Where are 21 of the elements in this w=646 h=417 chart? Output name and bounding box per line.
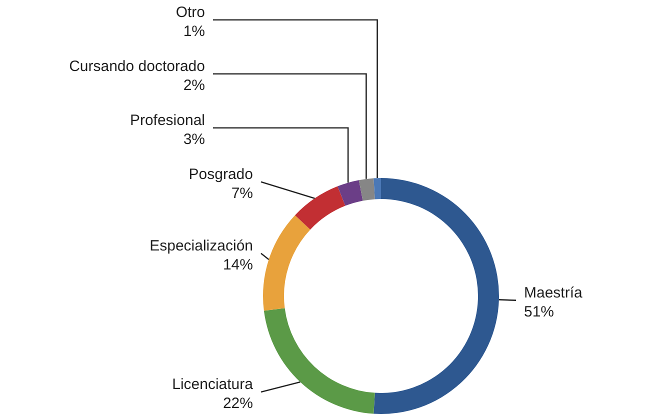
slice-label: Cursando doctorado <box>69 58 205 75</box>
donut-slice <box>263 215 310 311</box>
slice-label: Especialización <box>150 237 253 254</box>
donut-slice <box>338 180 363 206</box>
data-label: 7% <box>231 184 253 202</box>
slice-label: Licenciatura <box>172 376 254 393</box>
data-label: 1% <box>183 22 205 40</box>
data-label: 14% <box>222 256 253 274</box>
donut-slice <box>374 178 499 414</box>
data-label: 3% <box>183 130 205 148</box>
donut-slice <box>294 186 346 230</box>
slice-label: Posgrado <box>188 166 253 183</box>
donut-slice <box>358 178 375 201</box>
slice-label: Maestría <box>524 284 584 302</box>
data-label: 22% <box>222 395 253 412</box>
data-label: 51% <box>524 303 554 320</box>
donut-slice <box>374 178 381 200</box>
slice-label: Profesional <box>130 112 205 129</box>
slice-label: Otro <box>176 4 205 21</box>
donut-slice <box>264 308 375 414</box>
data-label: 2% <box>183 76 205 94</box>
